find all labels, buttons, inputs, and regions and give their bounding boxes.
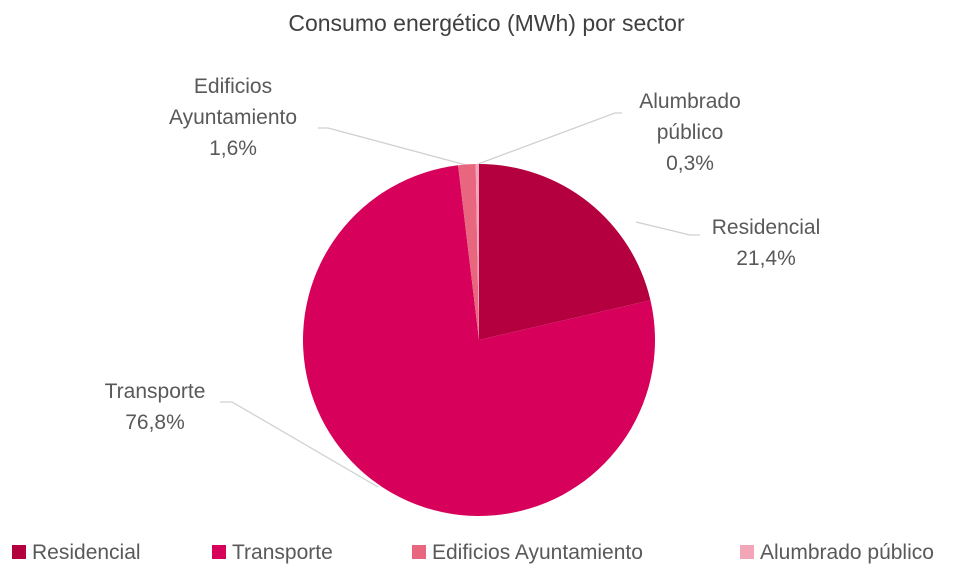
pie-slice [458, 164, 479, 340]
legend-item: Residencial [12, 541, 141, 565]
data-label-name: Transporte [104, 380, 206, 403]
pie-slice [475, 164, 479, 340]
leader-line [477, 112, 622, 165]
data-label-name: Edificios Ayuntamiento [168, 75, 298, 129]
legend-label: Transporte [232, 541, 333, 564]
leader-line [318, 127, 467, 166]
data-label: Alumbrado público 0,3% [620, 86, 760, 179]
chart-title: Consumo energético (MWh) por sector [288, 10, 685, 36]
data-label-value: 21,4% [736, 247, 796, 270]
legend: Residencial Transporte Edificios Ayuntamie… [0, 541, 973, 571]
leader-lines [220, 112, 700, 488]
legend-label: Alumbrado público [760, 541, 934, 564]
data-label-name: Alumbrado público [639, 90, 741, 144]
pie-slice [303, 165, 655, 517]
pie-slice [479, 164, 651, 340]
legend-label: Residencial [32, 541, 141, 564]
data-label: Transporte 76,8% [85, 376, 225, 438]
data-label-value: 1,6% [209, 137, 257, 160]
data-label-value: 76,8% [125, 411, 185, 434]
data-label: Edificios Ayuntamiento 1,6% [143, 71, 323, 164]
data-label: Residencial 21,4% [696, 212, 836, 274]
legend-swatch [412, 545, 426, 559]
legend-item: Transporte [212, 541, 333, 565]
data-label-name: Residencial [711, 216, 821, 239]
leader-line [220, 401, 379, 488]
legend-swatch [12, 545, 26, 559]
legend-swatch [212, 545, 226, 559]
legend-item: Alumbrado público [740, 541, 934, 565]
data-label-value: 0,3% [666, 152, 714, 175]
legend-item: Edificios Ayuntamiento [412, 541, 643, 565]
leader-line [635, 221, 700, 236]
legend-label: Edificios Ayuntamiento [432, 541, 643, 564]
legend-swatch [740, 545, 754, 559]
